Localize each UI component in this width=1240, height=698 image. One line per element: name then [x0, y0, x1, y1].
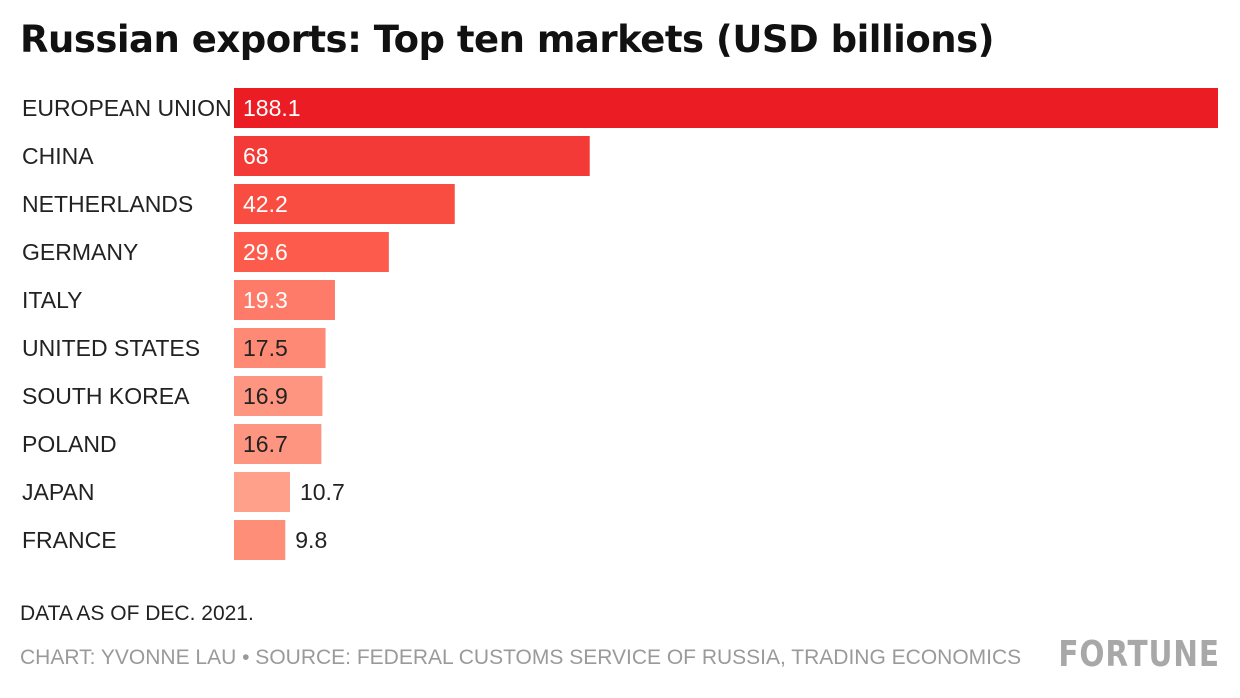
value-label: 9.8	[295, 527, 327, 553]
bar	[234, 472, 290, 512]
value-label: 29.6	[243, 239, 288, 265]
bar	[234, 184, 455, 224]
bar	[234, 232, 389, 272]
category-label: NETHERLANDS	[22, 191, 193, 217]
value-label: 19.3	[243, 287, 288, 313]
category-label: SOUTH KOREA	[22, 383, 190, 409]
value-label: 10.7	[300, 479, 345, 505]
bar	[234, 136, 590, 176]
value-label: 16.7	[243, 431, 288, 457]
value-label: 68	[243, 143, 269, 169]
bar	[234, 376, 323, 416]
chart-title: Russian exports: Top ten markets (USD bi…	[20, 18, 995, 61]
bar	[234, 424, 322, 464]
category-label: POLAND	[22, 431, 117, 457]
data-note: DATA AS OF DEC. 2021.	[20, 602, 254, 625]
chart-credit: CHART: YVONNE LAU • SOURCE: FEDERAL CUST…	[20, 646, 1022, 669]
value-label: 42.2	[243, 191, 288, 217]
category-label: ITALY	[22, 287, 83, 313]
value-label: 17.5	[243, 335, 288, 361]
value-label: 188.1	[243, 95, 301, 121]
bar-chart: EUROPEAN UNION 188.1 CHINA 68 NETHERLANDS 42.…	[22, 88, 1218, 560]
bar	[234, 280, 335, 320]
category-label: GERMANY	[22, 239, 138, 265]
bar	[234, 88, 1218, 128]
category-label: EUROPEAN UNION	[22, 95, 232, 121]
category-label: FRANCE	[22, 527, 117, 553]
value-label: 16.9	[243, 383, 288, 409]
brand-logo: FORTUNE	[1058, 634, 1220, 675]
category-label: CHINA	[22, 143, 94, 169]
bar	[234, 328, 326, 368]
bar	[234, 520, 286, 560]
category-label: JAPAN	[22, 479, 94, 505]
category-label: UNITED STATES	[22, 335, 200, 361]
